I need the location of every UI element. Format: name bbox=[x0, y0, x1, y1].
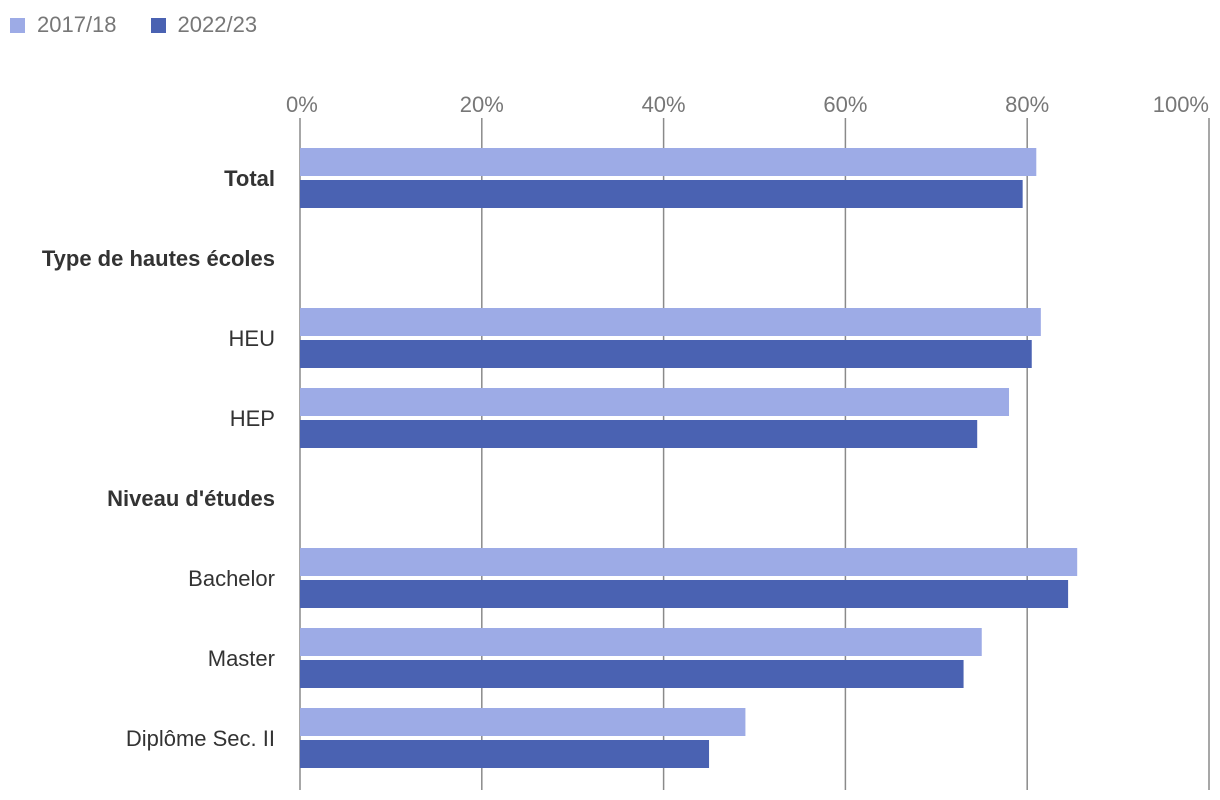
x-tick-label: 100% bbox=[1153, 92, 1209, 117]
x-tick-label: 20% bbox=[460, 92, 504, 117]
legend-label-2022-23: 2022/23 bbox=[177, 12, 258, 37]
category-label: Diplôme Sec. II bbox=[126, 726, 275, 751]
category-label: HEU bbox=[229, 326, 275, 351]
bar-2017-18 bbox=[300, 308, 1041, 336]
category-heading: Type de hautes écoles bbox=[42, 246, 275, 271]
legend-item-2017-18: 2017/18 bbox=[10, 12, 117, 38]
legend-swatch-2017-18 bbox=[10, 17, 25, 33]
bar-2017-18 bbox=[300, 708, 746, 736]
bar-2022-23 bbox=[300, 740, 710, 768]
x-tick-label: 40% bbox=[642, 92, 686, 117]
bar-2022-23 bbox=[300, 180, 1023, 208]
category-heading: Total bbox=[224, 166, 275, 191]
legend-swatch-2022-23 bbox=[150, 17, 166, 33]
category-heading: Niveau d'études bbox=[107, 486, 275, 511]
bar-2017-18 bbox=[300, 628, 982, 656]
legend: 2017/18 2022/23 bbox=[10, 12, 291, 38]
category-label: HEP bbox=[230, 406, 275, 431]
bar-2022-23 bbox=[300, 580, 1069, 608]
bar-2022-23 bbox=[300, 660, 964, 688]
x-tick-label: 0% bbox=[286, 92, 318, 117]
category-label: Master bbox=[208, 646, 275, 671]
bar-2017-18 bbox=[300, 548, 1078, 576]
bar-2017-18 bbox=[300, 388, 1010, 416]
bar-2022-23 bbox=[300, 340, 1032, 368]
x-tick-label: 80% bbox=[1005, 92, 1049, 117]
bar-2017-18 bbox=[300, 148, 1037, 176]
bar-2022-23 bbox=[300, 420, 978, 448]
legend-label-2017-18: 2017/18 bbox=[37, 12, 117, 37]
category-label: Bachelor bbox=[188, 566, 275, 591]
x-tick-label: 60% bbox=[823, 92, 867, 117]
legend-item-2022-23: 2022/23 bbox=[150, 12, 258, 38]
